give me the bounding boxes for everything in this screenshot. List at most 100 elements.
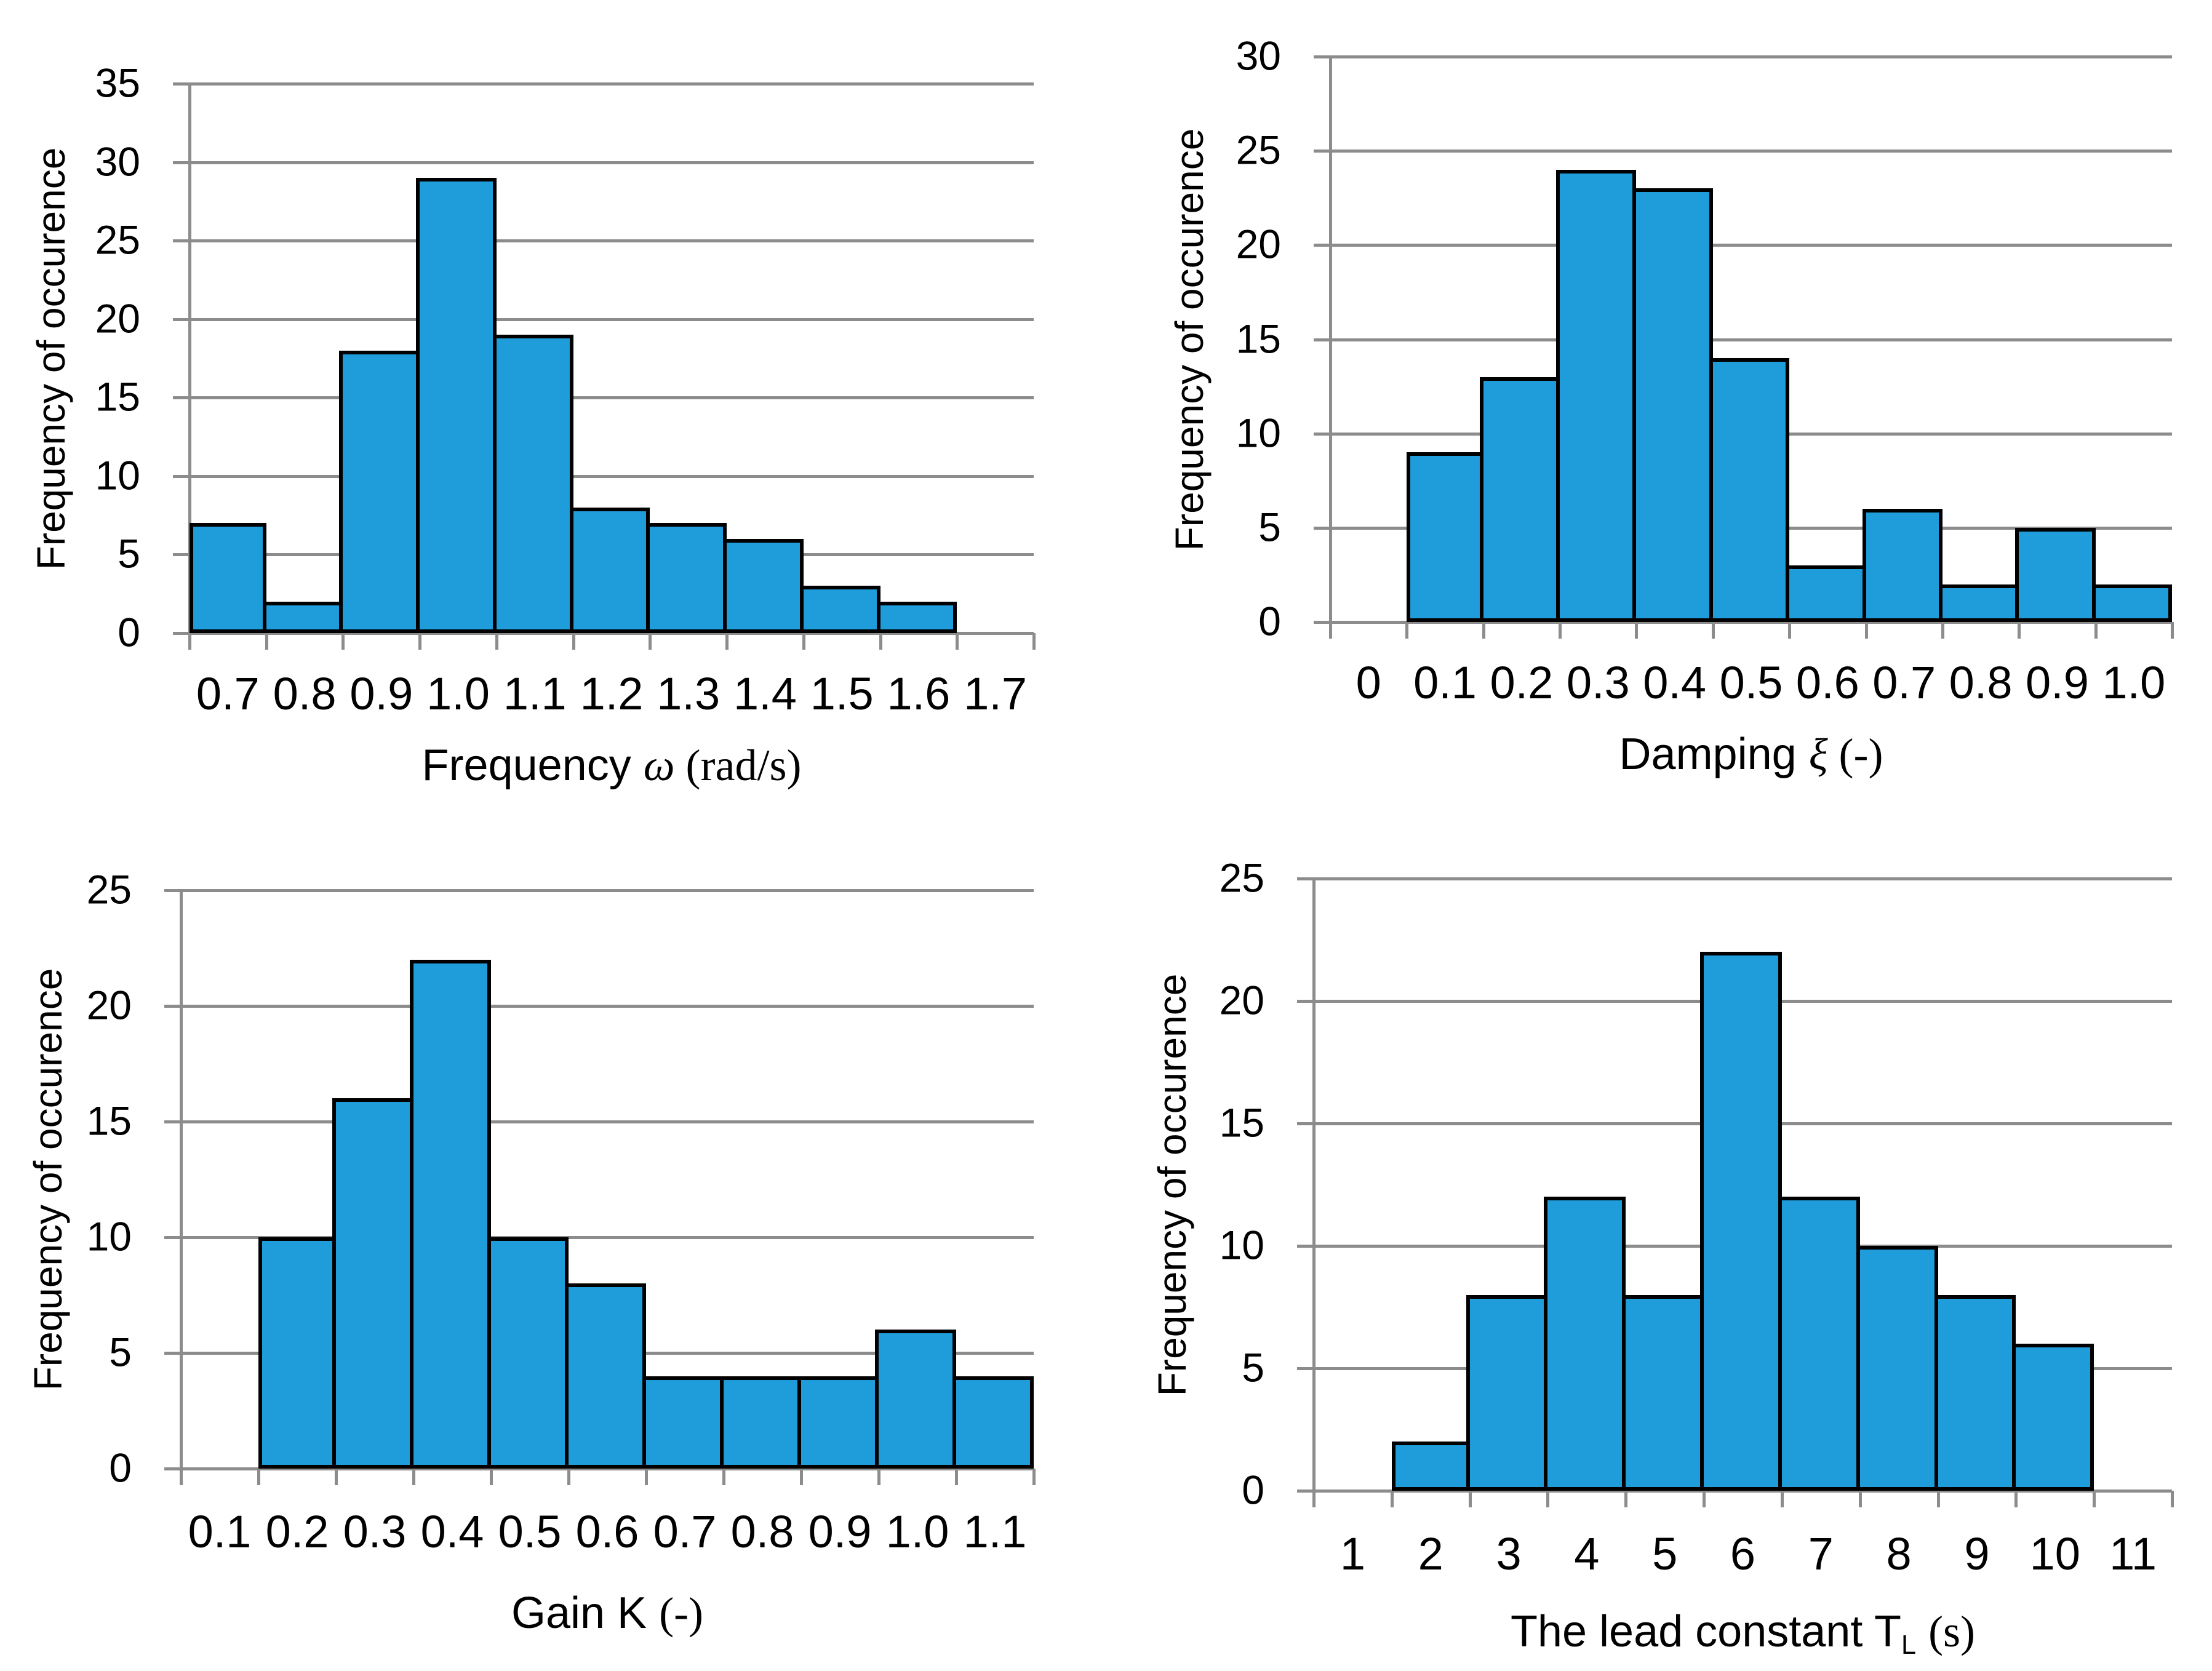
- x-axis-tick: [722, 1469, 725, 1485]
- x-axis-title-segment: [1916, 1607, 1928, 1656]
- histogram-bar: [416, 178, 497, 633]
- x-tick-label: 0.4: [420, 1506, 484, 1557]
- gridline: [181, 1236, 1034, 1239]
- histogram-bar: [258, 1237, 336, 1469]
- x-tick-label: 0.7: [653, 1506, 717, 1557]
- x-tick-label: 6: [1730, 1528, 1756, 1579]
- x-axis-tick: [341, 633, 345, 650]
- x-tick-label: 0.5: [1719, 657, 1783, 708]
- gridline: [181, 1467, 1034, 1470]
- x-axis-title-segment: ω: [643, 741, 675, 790]
- x-axis-tick: [1780, 1491, 1784, 1507]
- y-axis-tick: [173, 317, 190, 321]
- x-axis-tick: [645, 1469, 648, 1485]
- x-axis-tick: [1858, 1491, 1862, 1507]
- x-axis-title-segment: (rad/s): [674, 741, 802, 790]
- y-tick-label: 15: [1219, 1099, 1264, 1146]
- x-tick-label: 1.0: [885, 1506, 949, 1557]
- histogram-bar: [646, 523, 727, 633]
- x-tick-label: 0.3: [1566, 657, 1630, 708]
- y-axis-line: [1329, 57, 1332, 639]
- x-tick-label: 0.7: [196, 668, 260, 719]
- x-tick-label: 0.3: [343, 1506, 407, 1557]
- x-axis-title: Frequency ω (rad/s): [422, 741, 802, 790]
- histogram-bar: [799, 586, 880, 633]
- y-axis-tick: [164, 1005, 181, 1008]
- x-axis-tick: [1390, 1491, 1394, 1507]
- x-axis-tick: [1788, 622, 1792, 639]
- gridline: [190, 396, 1034, 400]
- x-axis-title-segment: The lead constant T: [1510, 1607, 1902, 1656]
- x-tick-label: 10: [2029, 1528, 2080, 1579]
- y-axis-line: [188, 84, 191, 650]
- histogram-bar: [1856, 1246, 1938, 1491]
- y-tick-label: 20: [1219, 977, 1264, 1023]
- x-tick-label: 0.1: [188, 1506, 252, 1557]
- y-axis-tick: [164, 1236, 181, 1239]
- histogram-bar: [1544, 1197, 1626, 1491]
- x-tick-label: 2: [1418, 1528, 1443, 1579]
- x-tick-label: 1.5: [810, 668, 874, 719]
- histogram-bar: [876, 601, 957, 633]
- x-tick-label: 1: [1340, 1528, 1365, 1579]
- y-tick-label: 20: [95, 295, 140, 341]
- histogram-bar: [1391, 1442, 1470, 1491]
- x-tick-label: 5: [1652, 1528, 1678, 1579]
- x-tick-label: 0.8: [273, 668, 337, 719]
- gridline: [1330, 338, 2172, 341]
- x-axis-tick: [567, 1469, 570, 1485]
- x-axis-tick: [802, 633, 805, 650]
- y-tick-label: 10: [95, 452, 140, 498]
- y-axis-tick: [173, 632, 190, 635]
- x-axis-tick: [2094, 622, 2098, 639]
- x-axis-tick: [2014, 1491, 2018, 1507]
- x-axis-tick: [335, 1469, 338, 1485]
- y-tick-label: 0: [1242, 1467, 1264, 1513]
- histogram-bar: [565, 1283, 646, 1469]
- histogram-bar: [1786, 565, 1866, 622]
- y-axis-tick: [1314, 621, 1330, 624]
- x-axis-tick: [412, 1469, 415, 1485]
- gridline: [181, 1120, 1034, 1123]
- histogram-bar: [1709, 358, 1790, 622]
- y-axis-tick: [173, 474, 190, 478]
- histogram-bar: [1622, 1294, 1704, 1491]
- y-tick-label: 25: [86, 866, 132, 912]
- histogram-bar: [1407, 452, 1483, 622]
- x-axis-title-segment: L: [1901, 1630, 1917, 1661]
- histogram-bar: [1862, 509, 1942, 622]
- x-axis-tick: [955, 1469, 958, 1485]
- gridline: [1330, 55, 2172, 58]
- y-axis-title: Frequency of occurence: [1150, 973, 1194, 1396]
- x-axis-tick: [1941, 622, 1944, 639]
- y-axis-tick: [173, 239, 190, 243]
- x-axis-tick: [800, 1469, 803, 1485]
- x-axis-tick: [956, 633, 959, 650]
- y-axis-line: [1312, 879, 1316, 1507]
- x-axis-tick: [1864, 622, 1868, 639]
- histogram-bar: [723, 538, 804, 633]
- y-axis-tick: [1297, 877, 1314, 880]
- y-axis-tick: [1314, 526, 1330, 530]
- x-tick-label: 1.7: [964, 668, 1028, 719]
- x-axis-tick: [2171, 622, 2174, 639]
- x-axis-tick: [1635, 622, 1639, 639]
- y-axis-tick: [164, 1352, 181, 1355]
- x-tick-label: 0.7: [1872, 657, 1936, 708]
- y-tick-label: 20: [86, 982, 132, 1028]
- gridline: [190, 239, 1034, 243]
- x-axis-tick: [490, 1469, 493, 1485]
- gridline: [1330, 244, 2172, 247]
- gridline: [181, 889, 1034, 892]
- x-axis-title: Gain K (-): [511, 1589, 703, 1638]
- histogram-bar: [492, 335, 573, 633]
- x-tick-label: 1.0: [426, 668, 490, 719]
- y-axis-tick: [1297, 1367, 1314, 1370]
- x-axis-title-segment: ξ: [1808, 730, 1828, 779]
- x-tick-label: 0.6: [1795, 657, 1859, 708]
- histogram-bar: [1632, 188, 1713, 622]
- x-tick-label: 0.8: [730, 1506, 794, 1557]
